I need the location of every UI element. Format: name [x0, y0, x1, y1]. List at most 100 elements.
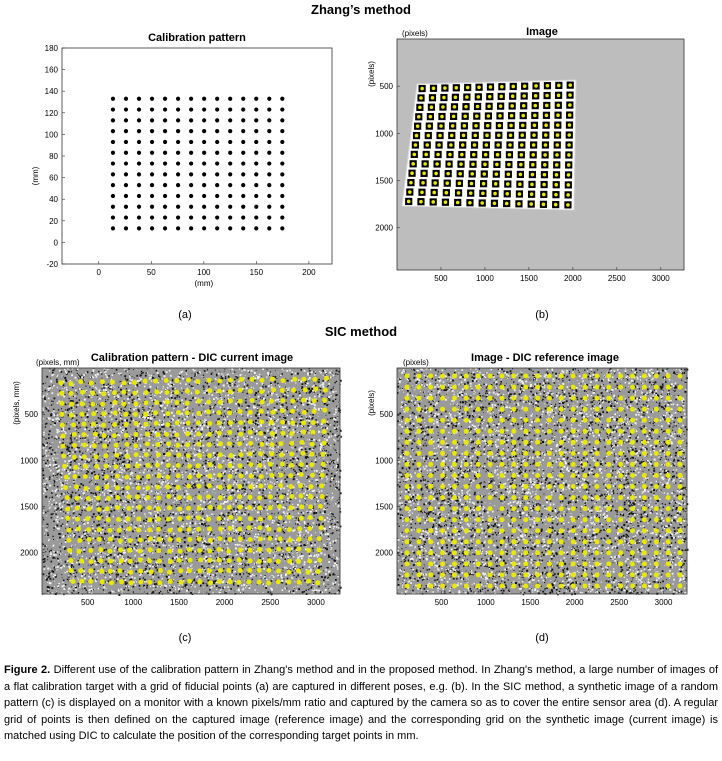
matched-point: [114, 452, 120, 458]
grid-point: [511, 561, 517, 567]
grid-point: [416, 561, 422, 567]
caption-text: Different use of the calibration pattern…: [4, 664, 718, 743]
calibration-dot: [149, 96, 155, 101]
matched-point: [228, 398, 234, 404]
grid-point: [499, 406, 505, 412]
grid-point: [428, 495, 434, 501]
grid-point: [618, 395, 624, 401]
matched-point: [205, 409, 211, 415]
grid-point: [558, 373, 564, 379]
calibration-dot: [254, 226, 259, 231]
grid-point: [511, 461, 517, 467]
calibration-dot: [123, 172, 129, 177]
matched-point: [61, 453, 67, 459]
grid-point: [618, 506, 624, 512]
matched-point: [267, 461, 273, 467]
detected-point: [469, 181, 474, 186]
grid-point: [653, 395, 659, 401]
grid-point: [570, 461, 576, 467]
matched-point: [121, 380, 127, 386]
panel-label-a: (a): [178, 309, 192, 321]
grid-point: [463, 572, 469, 578]
grid-point: [558, 406, 564, 412]
calibration-dot: [254, 172, 259, 177]
matched-point: [144, 441, 150, 447]
section-title-sic: SIC method: [324, 324, 398, 339]
matched-point: [247, 547, 253, 553]
detected-point: [473, 133, 478, 138]
matched-point: [247, 451, 253, 457]
grid-point: [404, 439, 410, 445]
calibration-dot: [215, 139, 220, 145]
grid-point: [499, 417, 505, 423]
calibration-dot: [267, 161, 272, 166]
detected-point: [544, 113, 549, 118]
matched-point: [289, 408, 295, 414]
calibration-dot: [189, 139, 194, 145]
matched-point: [195, 420, 201, 426]
calibration-dot: [254, 96, 259, 101]
matched-point: [296, 579, 302, 585]
grid-point: [582, 572, 588, 578]
matched-point: [187, 463, 193, 469]
matched-point: [319, 472, 325, 478]
matched-point: [276, 527, 282, 532]
matched-point: [288, 473, 294, 479]
calibration-dot: [202, 129, 207, 134]
matched-point: [310, 472, 315, 478]
matched-point: [278, 441, 284, 447]
grid-point: [558, 495, 564, 501]
matched-point: [238, 452, 244, 458]
matched-point: [269, 376, 275, 382]
y-axis-label: (pixels): [367, 390, 376, 416]
matched-point: [99, 579, 105, 585]
detected-point: [485, 123, 490, 128]
matched-point: [121, 401, 127, 407]
grid-point: [630, 506, 635, 512]
matched-point: [227, 389, 233, 395]
matched-point: [195, 379, 201, 384]
matched-point: [184, 400, 190, 406]
matched-point: [280, 419, 286, 425]
grid-point: [535, 395, 541, 401]
grid-point: [523, 450, 529, 456]
detected-point: [411, 162, 415, 166]
grid-point: [630, 583, 635, 589]
grid-point: [665, 572, 671, 578]
matched-point: [227, 525, 233, 531]
matched-point: [238, 431, 244, 437]
y-tick-label: 180: [45, 44, 59, 53]
calibration-dot: [280, 139, 285, 145]
grid-point: [404, 506, 410, 512]
matched-point: [315, 569, 321, 574]
matched-point: [216, 546, 222, 552]
grid-point: [511, 550, 517, 556]
matched-point: [196, 515, 202, 521]
matched-point: [307, 558, 313, 564]
grid-point: [440, 539, 446, 545]
matched-point: [79, 411, 85, 417]
grid-point: [558, 484, 564, 489]
grid-point: [499, 517, 505, 523]
grid-point: [499, 395, 505, 401]
calibration-dot: [241, 161, 246, 166]
x-tick-label: 50: [147, 268, 156, 277]
matched-point: [228, 420, 234, 426]
calibration-dot: [110, 215, 116, 220]
calibration-dot: [267, 96, 272, 101]
y-tick-label: 2000: [375, 549, 393, 558]
calibration-dot: [136, 129, 142, 134]
matched-point: [119, 579, 124, 585]
calibration-dot: [123, 183, 129, 188]
matched-point: [167, 548, 173, 554]
grid-point: [416, 528, 422, 534]
grid-point: [535, 384, 541, 390]
grid-point: [452, 384, 457, 390]
matched-point: [269, 442, 275, 448]
detected-point: [419, 96, 423, 100]
detected-point: [543, 143, 548, 147]
matched-point: [143, 411, 149, 417]
grid-point: [630, 561, 635, 567]
plot-frame: [41, 367, 341, 595]
matched-point: [322, 407, 328, 413]
